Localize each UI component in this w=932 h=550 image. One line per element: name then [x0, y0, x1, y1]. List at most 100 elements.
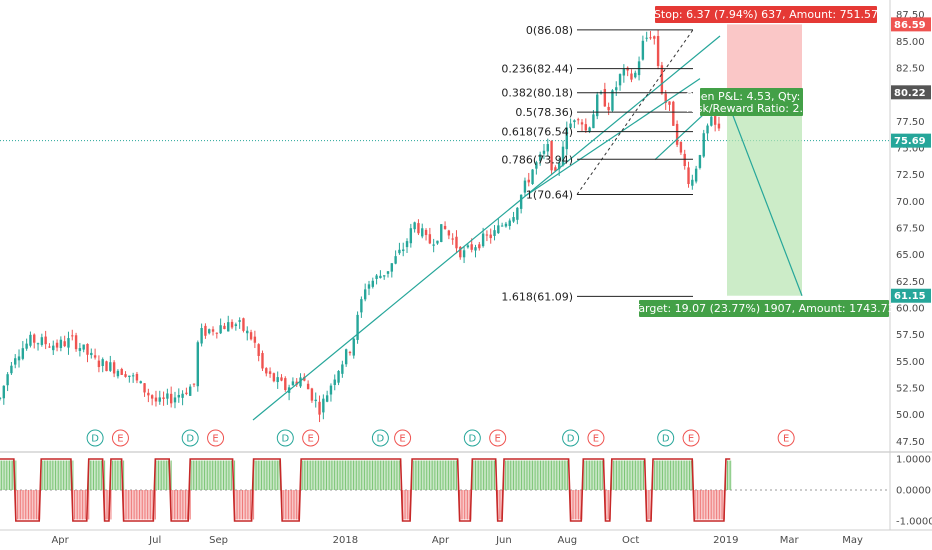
- candle-body: [295, 381, 298, 385]
- candle-body: [0, 397, 2, 399]
- candle-body: [344, 349, 348, 365]
- candle-body: [691, 179, 694, 186]
- position-zones: [727, 24, 802, 296]
- candle-body: [649, 37, 652, 39]
- candle-body: [21, 348, 25, 359]
- candle-body: [337, 370, 340, 383]
- candle-body: [109, 362, 112, 371]
- trendlines: [252, 29, 803, 421]
- candle-body: [565, 127, 568, 150]
- price-tick-label: 75.00: [896, 144, 925, 155]
- event-marker-letter: E: [688, 434, 694, 445]
- price-axis[interactable]: 87.5085.0082.5080.0077.5075.0072.5070.00…: [889, 0, 932, 530]
- candle-body: [93, 355, 97, 358]
- candle-body: [508, 220, 511, 226]
- time-axis[interactable]: Apr Jul Sep 2018 Apr Jun Aug Oct 2019 Mar May: [0, 529, 932, 546]
- candle-body: [443, 225, 447, 229]
- candle-body: [462, 250, 466, 258]
- candle-body: [493, 230, 496, 236]
- candle-body: [542, 150, 546, 154]
- time-tick-label: Jun: [495, 535, 512, 546]
- dividend-marker: [463, 429, 481, 447]
- oscillator-tick-label: -1.0000: [896, 517, 932, 528]
- candle-body: [6, 374, 9, 386]
- candle-body: [588, 127, 591, 132]
- candle-body: [603, 88, 607, 107]
- uptrend-line: [252, 35, 721, 421]
- candle-body: [166, 393, 169, 399]
- candle-body: [341, 364, 344, 374]
- candle-body: [325, 395, 329, 402]
- event-marker-letter: E: [399, 434, 405, 445]
- candle-body: [314, 399, 317, 402]
- candle-body: [181, 393, 184, 398]
- candle-body: [409, 228, 413, 244]
- candle-body: [573, 120, 576, 123]
- candle-body: [90, 352, 93, 356]
- oscillator-tick-label: 1.0000: [896, 455, 931, 466]
- candle-body: [436, 240, 439, 244]
- fib-level-label: 0.5(78.36): [515, 106, 573, 119]
- stop-info-label: [655, 6, 877, 23]
- candle-body: [615, 87, 618, 91]
- last-price-tag-text: 75.69: [894, 136, 926, 147]
- event-marker-letter: E: [212, 434, 218, 445]
- fib-level-label: 0.618(76.54): [501, 126, 573, 139]
- candle-body: [253, 336, 257, 343]
- candle-body: [74, 335, 78, 350]
- dividend-marker: [86, 429, 104, 447]
- candle-body: [405, 241, 409, 248]
- candle-body: [440, 224, 443, 243]
- candle-body: [348, 351, 352, 354]
- candle-body: [672, 101, 675, 126]
- candle-body: [238, 320, 241, 322]
- candle-body: [71, 335, 74, 337]
- candle-body: [128, 375, 131, 378]
- candle-body: [557, 162, 561, 170]
- candle-body: [478, 244, 481, 249]
- candle-body: [120, 369, 123, 375]
- candle-body: [584, 124, 588, 131]
- candlestick-series: [0, 29, 721, 423]
- candle-body: [219, 325, 222, 334]
- open-pnl-label: [700, 88, 803, 116]
- candle-body: [519, 194, 523, 209]
- open-pnl-label-text: Risk/Reward Ratio: 2.99: [686, 102, 817, 115]
- candle-body: [196, 342, 200, 387]
- candle-body: [63, 341, 66, 347]
- candle-body: [55, 342, 59, 348]
- candle-body: [516, 207, 519, 220]
- candle-body: [86, 343, 89, 355]
- target-price-tag-text: 61.15: [894, 291, 926, 302]
- candle-body: [390, 263, 394, 272]
- candle-body: [497, 225, 500, 234]
- candle-body: [306, 383, 310, 390]
- candle-body: [523, 180, 527, 193]
- candle-body: [500, 225, 504, 227]
- event-marker-letter: D: [468, 434, 476, 445]
- candle-body: [173, 397, 177, 403]
- candle-body: [143, 383, 146, 393]
- candle-body: [485, 234, 489, 236]
- candle-body: [535, 162, 538, 169]
- candle-body: [375, 275, 378, 279]
- candle-body: [554, 167, 557, 171]
- candle-body: [265, 368, 268, 374]
- candle-body: [432, 244, 435, 246]
- candle-body: [607, 106, 610, 111]
- candle-body: [474, 247, 477, 251]
- candle-body: [36, 343, 40, 345]
- candle-body: [634, 72, 637, 78]
- candle-body: [154, 397, 158, 402]
- oscillator-tick-label: 0.0000: [896, 486, 931, 497]
- time-tick-label: Sep: [209, 535, 228, 546]
- candle-body: [97, 360, 101, 368]
- candle-body: [668, 101, 671, 105]
- candle-body: [360, 299, 363, 313]
- candle-body: [717, 123, 721, 129]
- candle-body: [398, 249, 401, 254]
- candle-body: [664, 93, 667, 103]
- price-tick-label: 67.50: [896, 224, 925, 235]
- fib-level-label: 0.786(73.94): [501, 153, 573, 166]
